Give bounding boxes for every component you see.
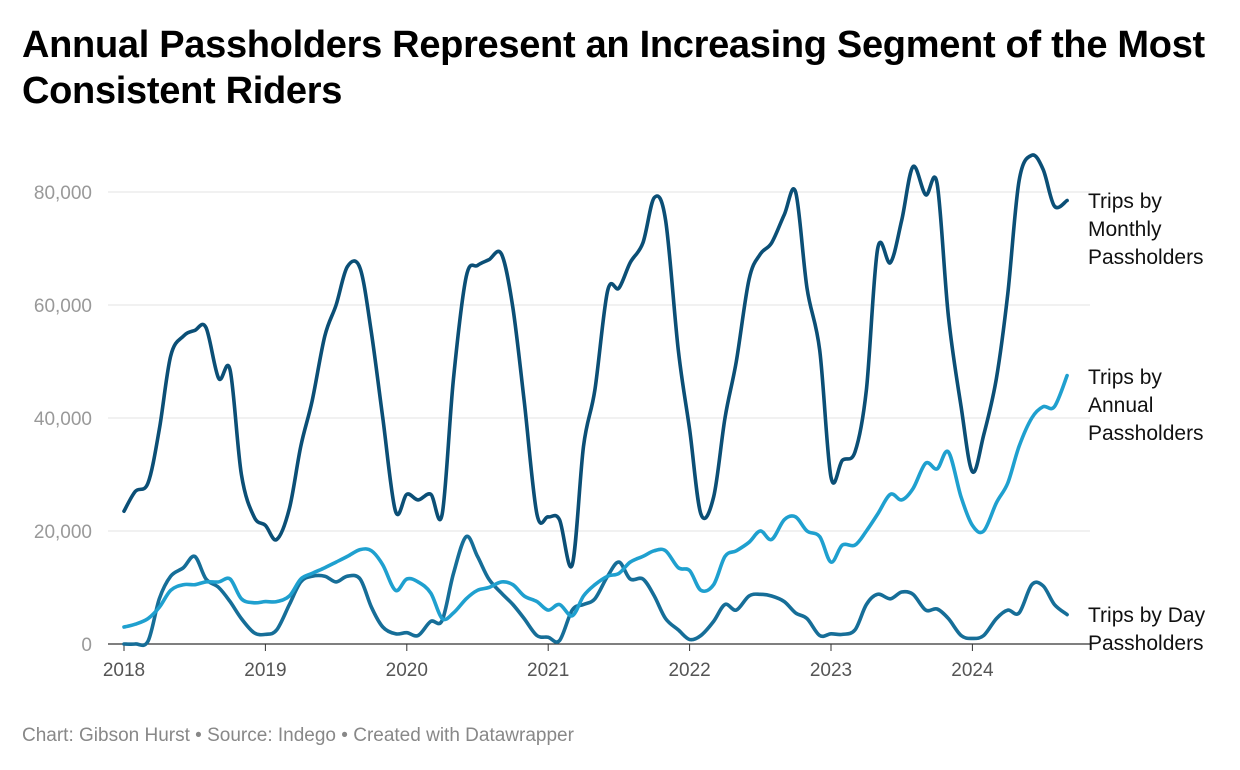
series-label-line: Annual [1088, 394, 1153, 417]
series-label-monthly: Trips by Monthly Passholders [1088, 190, 1204, 269]
y-tick-label: 80,000 [34, 183, 92, 204]
chart-title: Annual Passholders Represent an Increasi… [22, 24, 1205, 112]
x-tick-label: 2020 [386, 660, 428, 681]
series-label-day: Trips by Day Passholders [1088, 604, 1206, 655]
chart-credit: Chart: Gibson Hurst [22, 725, 190, 746]
x-tick-label: 2022 [668, 660, 710, 681]
footer-separator: • [336, 725, 354, 746]
source-credit: Source: Indego [207, 725, 336, 746]
series-label-line: Passholders [1088, 422, 1204, 445]
x-tick-label: 2019 [244, 660, 286, 681]
x-tick-label: 2024 [951, 660, 994, 681]
x-axis: 2018 2019 2020 2021 2022 2023 2024 [103, 644, 994, 681]
grid-lines [108, 191, 1090, 645]
y-tick-label: 20,000 [34, 522, 92, 543]
y-tick-label: 0 [81, 635, 92, 656]
series-label-line: Trips by Day [1088, 604, 1206, 627]
series-line-monthly [122, 153, 1069, 569]
x-tick-label: 2021 [527, 660, 569, 681]
y-tick-label: 40,000 [34, 409, 92, 430]
y-tick-label: 60,000 [34, 296, 92, 317]
series-label-annual: Trips by Annual Passholders [1088, 366, 1204, 445]
tool-credit: Created with Datawrapper [353, 725, 574, 746]
series-line-day [122, 534, 1069, 648]
series-label-line: Passholders [1088, 246, 1204, 269]
series-label-line: Trips by [1088, 366, 1162, 389]
y-axis: 0 20,000 40,000 60,000 80,000 [34, 183, 92, 656]
x-tick-label: 2023 [810, 660, 852, 681]
series-labels: Trips by Monthly Passholders Trips by Annual… [1088, 190, 1206, 655]
series-label-line: Passholders [1088, 632, 1204, 655]
footer-separator: • [189, 725, 208, 746]
series-lines [122, 153, 1069, 648]
series-line-annual [122, 373, 1069, 629]
series-label-line: Trips by [1088, 190, 1162, 213]
chart-footer: Chart: Gibson Hurst • Source: Indego • C… [22, 725, 574, 747]
series-label-line: Monthly [1088, 218, 1162, 241]
x-tick-label: 2018 [103, 660, 145, 681]
